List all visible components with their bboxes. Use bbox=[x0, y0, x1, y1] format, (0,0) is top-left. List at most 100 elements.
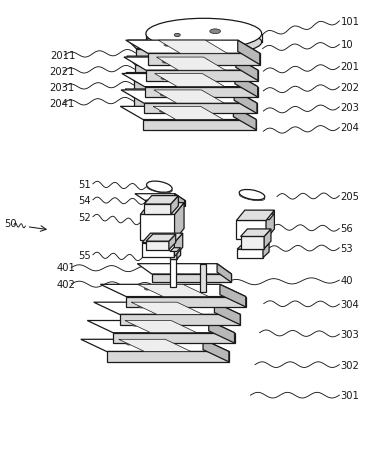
Polygon shape bbox=[145, 200, 185, 206]
Polygon shape bbox=[236, 57, 258, 81]
Polygon shape bbox=[154, 90, 224, 103]
Polygon shape bbox=[119, 339, 191, 351]
Ellipse shape bbox=[160, 77, 166, 80]
Polygon shape bbox=[235, 73, 258, 97]
Polygon shape bbox=[170, 248, 181, 252]
Polygon shape bbox=[87, 320, 235, 333]
Polygon shape bbox=[126, 40, 260, 53]
Polygon shape bbox=[126, 297, 246, 307]
Polygon shape bbox=[125, 89, 161, 97]
Polygon shape bbox=[135, 194, 185, 200]
Polygon shape bbox=[143, 120, 256, 130]
Polygon shape bbox=[215, 302, 240, 325]
Text: 401: 401 bbox=[57, 263, 76, 273]
Polygon shape bbox=[138, 264, 232, 274]
Polygon shape bbox=[136, 49, 163, 58]
Ellipse shape bbox=[163, 44, 169, 47]
Polygon shape bbox=[135, 65, 162, 74]
Ellipse shape bbox=[198, 62, 207, 65]
Polygon shape bbox=[144, 87, 258, 97]
Text: 205: 205 bbox=[341, 192, 359, 202]
Polygon shape bbox=[134, 97, 161, 107]
Ellipse shape bbox=[174, 307, 182, 310]
Polygon shape bbox=[144, 204, 171, 214]
Ellipse shape bbox=[239, 192, 265, 201]
Polygon shape bbox=[220, 284, 246, 307]
Text: 301: 301 bbox=[341, 391, 359, 401]
Ellipse shape bbox=[195, 111, 204, 115]
Polygon shape bbox=[81, 339, 229, 351]
Polygon shape bbox=[127, 56, 162, 65]
Ellipse shape bbox=[196, 95, 205, 98]
Text: 2031: 2031 bbox=[49, 83, 75, 93]
Polygon shape bbox=[170, 252, 177, 259]
Polygon shape bbox=[177, 248, 181, 259]
Polygon shape bbox=[122, 73, 258, 87]
Polygon shape bbox=[217, 264, 232, 283]
Polygon shape bbox=[94, 302, 240, 315]
Polygon shape bbox=[237, 210, 274, 220]
Ellipse shape bbox=[197, 78, 205, 82]
Polygon shape bbox=[146, 234, 176, 241]
Text: 10: 10 bbox=[341, 41, 353, 50]
Polygon shape bbox=[237, 249, 263, 258]
Ellipse shape bbox=[144, 288, 149, 291]
Polygon shape bbox=[128, 40, 163, 49]
Ellipse shape bbox=[239, 189, 265, 200]
Polygon shape bbox=[264, 229, 271, 249]
Ellipse shape bbox=[174, 33, 180, 37]
Polygon shape bbox=[237, 220, 266, 239]
Ellipse shape bbox=[200, 45, 208, 49]
Text: 52: 52 bbox=[78, 212, 91, 223]
Polygon shape bbox=[144, 103, 257, 114]
Polygon shape bbox=[175, 194, 185, 206]
Polygon shape bbox=[153, 106, 223, 120]
Ellipse shape bbox=[168, 325, 176, 328]
Polygon shape bbox=[144, 195, 178, 204]
Text: 101: 101 bbox=[341, 17, 359, 27]
Polygon shape bbox=[121, 90, 257, 103]
Ellipse shape bbox=[126, 343, 131, 345]
Text: 303: 303 bbox=[341, 330, 359, 340]
Polygon shape bbox=[269, 214, 274, 227]
Polygon shape bbox=[254, 214, 274, 219]
Polygon shape bbox=[254, 219, 269, 227]
Text: 304: 304 bbox=[341, 300, 359, 310]
Polygon shape bbox=[169, 234, 176, 250]
Polygon shape bbox=[134, 81, 162, 90]
Text: 204: 204 bbox=[341, 123, 359, 133]
Polygon shape bbox=[107, 351, 229, 362]
Text: 53: 53 bbox=[341, 244, 353, 254]
Ellipse shape bbox=[146, 18, 262, 49]
Text: 56: 56 bbox=[341, 224, 353, 235]
Polygon shape bbox=[170, 259, 176, 287]
Polygon shape bbox=[241, 236, 264, 249]
Polygon shape bbox=[158, 40, 227, 53]
Polygon shape bbox=[200, 264, 206, 292]
Ellipse shape bbox=[159, 110, 164, 113]
Polygon shape bbox=[146, 241, 169, 250]
Text: 2041: 2041 bbox=[49, 99, 75, 109]
Text: 54: 54 bbox=[78, 196, 91, 206]
Ellipse shape bbox=[132, 324, 137, 327]
Text: 201: 201 bbox=[341, 62, 359, 73]
Polygon shape bbox=[238, 40, 260, 65]
Ellipse shape bbox=[162, 343, 170, 347]
Polygon shape bbox=[241, 229, 271, 236]
Ellipse shape bbox=[180, 289, 189, 292]
Ellipse shape bbox=[147, 181, 172, 192]
Ellipse shape bbox=[138, 306, 143, 309]
Polygon shape bbox=[174, 233, 183, 257]
Polygon shape bbox=[126, 73, 162, 81]
Text: 203: 203 bbox=[341, 103, 359, 113]
Polygon shape bbox=[131, 302, 203, 315]
Text: 50: 50 bbox=[4, 219, 16, 229]
Polygon shape bbox=[120, 315, 240, 325]
Polygon shape bbox=[140, 203, 184, 214]
Polygon shape bbox=[266, 210, 274, 239]
Polygon shape bbox=[113, 333, 235, 343]
Polygon shape bbox=[125, 320, 197, 333]
Polygon shape bbox=[156, 57, 226, 70]
Polygon shape bbox=[209, 320, 235, 343]
Ellipse shape bbox=[146, 29, 262, 55]
